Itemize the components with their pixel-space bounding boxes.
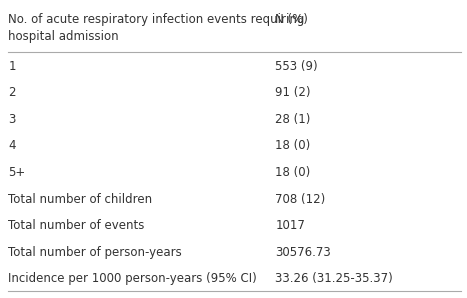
Text: 18 (0): 18 (0) — [275, 139, 311, 152]
Text: 5+: 5+ — [8, 166, 26, 179]
Text: Total number of children: Total number of children — [8, 193, 153, 206]
Text: Total number of events: Total number of events — [8, 219, 145, 232]
Text: 2: 2 — [8, 86, 16, 99]
Text: 708 (12): 708 (12) — [275, 193, 325, 206]
Text: 18 (0): 18 (0) — [275, 166, 311, 179]
Text: 3: 3 — [8, 113, 16, 126]
Text: 28 (1): 28 (1) — [275, 113, 311, 126]
Text: N (%): N (%) — [275, 13, 308, 26]
Text: 553 (9): 553 (9) — [275, 60, 318, 73]
Text: 1017: 1017 — [275, 219, 305, 232]
Text: 4: 4 — [8, 139, 16, 152]
Text: Incidence per 1000 person-years (95% CI): Incidence per 1000 person-years (95% CI) — [8, 272, 257, 285]
Text: 30576.73: 30576.73 — [275, 246, 331, 259]
Text: No. of acute respiratory infection events requiring
hospital admission: No. of acute respiratory infection event… — [8, 13, 305, 43]
Text: 33.26 (31.25-35.37): 33.26 (31.25-35.37) — [275, 272, 393, 285]
Text: 1: 1 — [8, 60, 16, 73]
Text: Total number of person-years: Total number of person-years — [8, 246, 182, 259]
Text: 91 (2): 91 (2) — [275, 86, 311, 99]
